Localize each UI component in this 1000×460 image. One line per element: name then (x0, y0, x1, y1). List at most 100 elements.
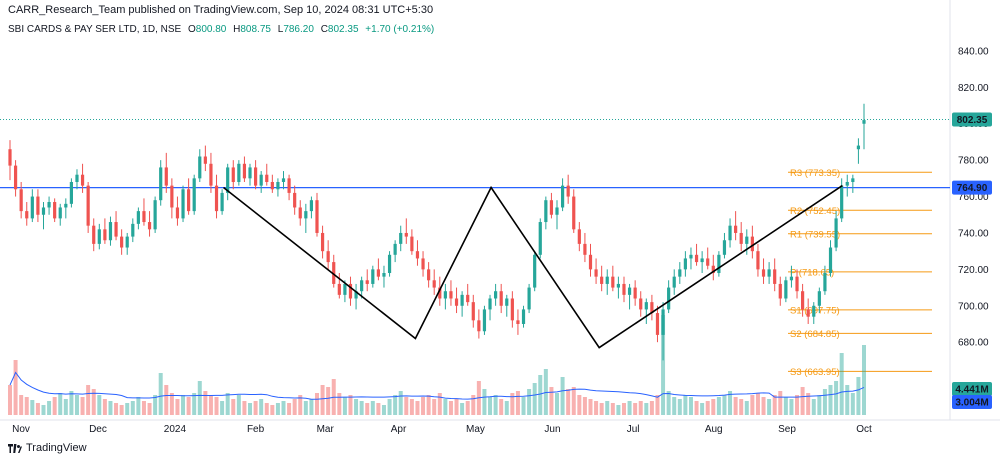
volume-bar (772, 395, 777, 415)
candle-body (226, 167, 230, 193)
candle-body (404, 232, 408, 237)
candle-body (572, 196, 576, 230)
candle-body (8, 149, 12, 166)
volume-bar (130, 401, 135, 415)
candle-body (449, 291, 453, 299)
volume-bar (141, 401, 146, 415)
volume-bar (806, 393, 811, 415)
candle-body (700, 258, 704, 263)
volume-bar (225, 393, 230, 415)
candle-body (354, 291, 358, 299)
candle-body (108, 222, 113, 241)
volume-bar (264, 403, 269, 415)
volume-bar (231, 399, 236, 415)
volume-bar (588, 399, 593, 415)
volume-bar (63, 399, 68, 415)
volume-bar (86, 385, 91, 415)
candle-body (164, 167, 168, 186)
candle-body (103, 229, 107, 241)
candle-body (443, 291, 447, 299)
x-tick-label: Oct (856, 424, 872, 435)
volume-bar (192, 393, 197, 415)
candle-body (136, 211, 140, 224)
y-tick-label: 780.00 (958, 156, 989, 167)
close-label: C (320, 24, 328, 35)
candle-body (187, 189, 191, 212)
volume-bar (633, 403, 638, 415)
volume-bar (728, 391, 733, 415)
volume-bar (30, 400, 35, 415)
y-tick-label: 840.00 (958, 46, 989, 57)
x-tick-label: Jun (544, 424, 560, 435)
candle-body (795, 276, 799, 292)
volume-bar (750, 395, 755, 415)
candle-body (454, 298, 459, 306)
volume-bar (488, 397, 493, 415)
candle-body (510, 298, 514, 321)
candle-body (159, 167, 163, 201)
candle-body (739, 232, 743, 244)
volume-bar (538, 375, 543, 415)
candle-body (360, 280, 364, 292)
candle-body (527, 287, 531, 310)
candle-body (516, 320, 520, 324)
volume-bar (354, 399, 359, 415)
candle-body (745, 236, 749, 244)
volume-bar (426, 395, 431, 415)
volume-bar (281, 401, 286, 415)
candle-body (237, 163, 241, 182)
candle-body (856, 145, 861, 150)
candle-body (25, 211, 29, 219)
candle-body (320, 232, 325, 252)
candle-body (92, 225, 96, 244)
volume-bar (398, 391, 403, 415)
open-label: O (187, 24, 196, 35)
volume-bar (549, 387, 554, 415)
low-value: 786.20 (283, 24, 314, 35)
candle-body (198, 156, 202, 179)
candle-body (114, 222, 118, 237)
candle-body (371, 269, 375, 284)
candle-body (706, 258, 710, 266)
volume-bar (208, 395, 213, 415)
pivot-label: S2 (684.85) (790, 329, 840, 340)
volume-bar (605, 401, 610, 415)
volume-bar (41, 405, 46, 415)
last-price-tag-bg (952, 112, 992, 127)
candle-body (717, 254, 721, 274)
candle-body (560, 185, 565, 208)
volume-bar (834, 381, 839, 415)
volume-bar (817, 395, 822, 415)
volume-bar (677, 399, 682, 415)
volume-bar (320, 385, 325, 415)
volume-bar (471, 395, 476, 415)
volume-bar (744, 401, 749, 415)
candle-body (265, 174, 269, 182)
candle-body (13, 165, 18, 190)
volume-bar (616, 405, 621, 415)
volume-bar (683, 395, 688, 415)
candle-body (287, 178, 291, 193)
candle-body (315, 200, 319, 233)
candle-body (214, 185, 219, 212)
candle-body (594, 269, 598, 277)
volume-bar (555, 393, 560, 415)
y-tick-label: 720.00 (958, 265, 989, 276)
publish-line: CARR_Research_Team published on TradingV… (8, 4, 434, 16)
volume-bar (342, 397, 347, 415)
volume-bar (393, 395, 398, 415)
candle-body (756, 251, 760, 270)
high-label: H (233, 24, 241, 35)
tradingview-brand[interactable]: TradingView (8, 442, 87, 454)
candle-body (577, 229, 581, 244)
volume-bar (365, 403, 370, 415)
candle-body (840, 185, 844, 219)
candle-body (611, 276, 615, 288)
symbol-name: SBI CARDS & PAY SER LTD, 1D, NSE (8, 24, 182, 35)
volume-bar (236, 395, 241, 415)
volume-bar (404, 397, 409, 415)
candle-body (80, 174, 85, 186)
candle-body (276, 181, 280, 190)
volume-bar (119, 405, 124, 415)
